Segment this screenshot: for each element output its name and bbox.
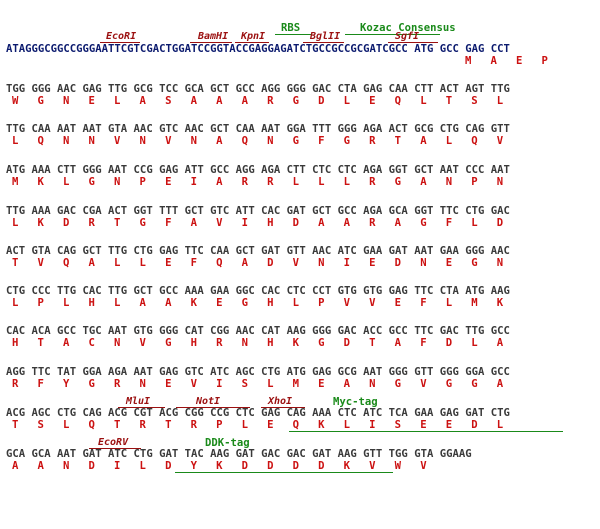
enzyme-label-kpni: KpnI <box>241 31 266 42</box>
feature-underline-kozac <box>345 34 440 35</box>
dna-row-10: ACG AGC CTG CAG ACG CGT ACG CGG CCG CTC … <box>6 407 510 419</box>
dna-row-8: CAC ACA GCC TGC AAT GTG GGG CAT CGG AAC … <box>6 325 510 337</box>
enzyme-underline-xhoi <box>261 407 305 408</box>
feature-underline-myc-tag <box>289 431 563 432</box>
feature-label-rbs: RBS <box>281 22 301 34</box>
aa-row-3: L Q N N V N V N A Q N G F G R T A L Q V <box>12 135 504 147</box>
enzyme-underline-mlui <box>118 407 165 408</box>
enzyme-underline-noti <box>176 407 250 408</box>
aa-row-11: A A N D I L D Y K D D D D K V W V <box>12 460 427 472</box>
feature-underline-ddk-tag <box>175 472 393 473</box>
dna-row-9: AGG TTC TAT GGA AGA AAT GAG GTC ATC AGC … <box>6 366 510 378</box>
enzyme-label-bglii: BglII <box>310 31 341 42</box>
enzyme-underline-sgfi <box>388 42 438 43</box>
aa-row-6: T V Q A L L E F Q A D V N I E D N E G N <box>12 257 504 269</box>
aa-row-4: M K L G N P E I A R R L L L R G A N P N <box>12 176 504 188</box>
feature-label-ddk-tag: DDK-tag <box>205 437 250 449</box>
enzyme-label-sgfi: SgfI <box>395 31 420 42</box>
dna-row-4: ATG AAA CTT GGG AAT CCG GAG ATT GCC AGG … <box>6 164 510 176</box>
dna-row-11: GCA GCA AAT GAT ATC CTG GAT TAC AAG GAT … <box>6 448 472 460</box>
dna-row-2: TGG GGG AAC GAG TTG GCG TCC GCA GCT GCC … <box>6 83 510 95</box>
feature-underline-rbs <box>275 34 312 35</box>
enzyme-label-noti: NotI <box>196 396 221 407</box>
enzyme-label-mlui: MluI <box>126 396 151 407</box>
enzyme-label-ecori: EcoRI <box>106 31 137 42</box>
enzyme-underline-ecorv <box>89 448 141 449</box>
aa-row-10: T S L Q T R T R P L E Q K L I S E E D L <box>12 419 504 431</box>
aa-row-5: L K D R T G F A V I H D A A R A G F L D <box>12 217 504 229</box>
enzyme-underline-bglii <box>303 42 344 43</box>
enzyme-underline-bamhi <box>190 42 232 43</box>
aa-row-2: W G N E L A S A A A R G D L E Q L T S L <box>12 95 504 107</box>
aa-row-7: L P L H L A A K E G H L P V V E F L M K <box>12 297 504 309</box>
enzyme-underline-kpni <box>235 42 269 43</box>
dna-row-6: ACT GTA CAG GCT TTG CTG GAG TTC CAA GCT … <box>6 245 510 257</box>
enzyme-label-bamhi: BamHI <box>198 31 229 42</box>
enzyme-label-xhoi: XhoI <box>268 396 293 407</box>
enzyme-underline-ecori <box>100 42 140 43</box>
dna-row-5: TTG AAA GAC CGA ACT GGT TTT GCT GTC ATT … <box>6 205 510 217</box>
dna-row-3: TTG CAA AAT AAT GTA AAC GTC AAC GCT CAA … <box>6 123 510 135</box>
feature-label-kozac: Kozac Consensus <box>360 22 456 34</box>
enzyme-label-ecorv: EcoRV <box>98 437 129 448</box>
dna-row-7: CTG CCC TTG CAC TTG GCT GCC AAA GAA GGC … <box>6 285 510 297</box>
feature-label-myc-tag: Myc-tag <box>333 396 378 408</box>
aa-row-9: R F Y G R N E V I S L M E A N G V G G A <box>12 378 504 390</box>
dna-row-1: ATAGGGCGGCCGGGAATTCGTCGACTGGATCCGGTACCGA… <box>6 43 510 55</box>
aa-row-8: H T A C N V G H R N H K G D T A F D L A <box>12 337 504 349</box>
aa-row-1: M A E P <box>465 55 548 67</box>
